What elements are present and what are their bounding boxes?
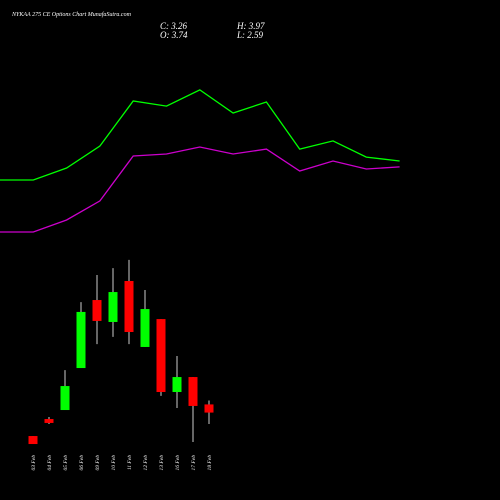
x-tick-label: 18 Feb [207, 455, 213, 471]
x-tick-label: 12 Feb [143, 455, 149, 471]
x-tick-label: 16 Feb [175, 455, 181, 471]
close-label: C: 3.26 [160, 21, 188, 31]
candle-body [92, 300, 102, 321]
indicator-line [0, 89, 400, 181]
x-tick-label: 06 Feb [79, 455, 85, 471]
x-tick-label: 04 Feb [46, 455, 53, 471]
x-tick-label: 17 Feb [191, 455, 197, 471]
candle-body [188, 377, 198, 406]
candle-body [140, 309, 150, 347]
candle-body [204, 404, 214, 413]
indicator-line [0, 146, 400, 233]
candle-body [76, 311, 86, 369]
low-label: L: 2.59 [236, 30, 264, 40]
open-label: O: 3.74 [160, 30, 188, 40]
x-tick-label: 09 Feb [95, 455, 101, 471]
candle-body [60, 386, 70, 411]
candle-body [108, 292, 118, 322]
x-tick-label: 05 Feb [63, 455, 69, 471]
x-tick-label: 03 Feb [31, 455, 37, 471]
chart-title: NYKAA 275 CE Options Chart MunafaSutra.c… [11, 11, 132, 18]
candle-body [44, 419, 54, 423]
candle-body [156, 319, 166, 393]
candle-body [28, 436, 38, 445]
x-tick-label: 11 Feb [127, 455, 133, 470]
x-tick-label: 13 Feb [159, 455, 165, 471]
high-label: H: 3.97 [236, 21, 265, 31]
candle-body [124, 281, 134, 332]
candle-body [172, 377, 182, 393]
x-tick-label: 10 Feb [111, 455, 117, 471]
